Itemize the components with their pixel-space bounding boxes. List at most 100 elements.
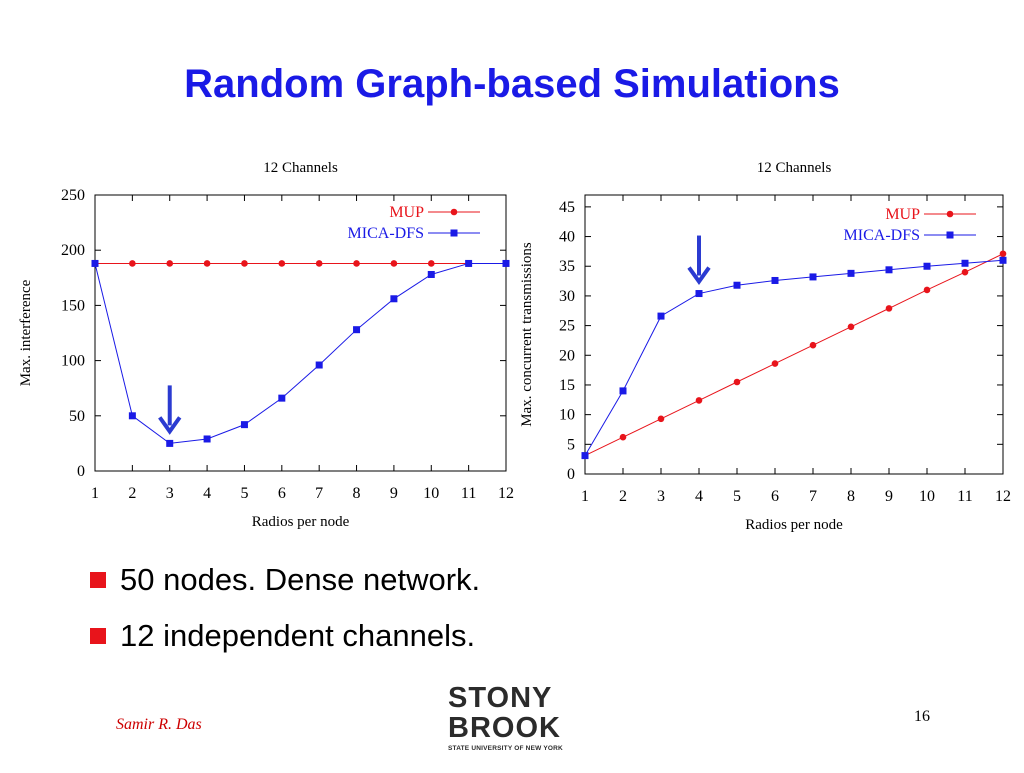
- data-point-mup: [923, 286, 931, 294]
- legend-label: MUP: [389, 204, 424, 221]
- annotation-arrow-icon: [687, 266, 711, 285]
- data-point-mica-dfs: [315, 361, 323, 369]
- x-tick-label: 11: [461, 485, 476, 502]
- chart-title: 12 Channels: [263, 160, 338, 176]
- x-tick-label: 11: [957, 488, 972, 505]
- y-tick-label: 35: [559, 258, 575, 275]
- y-tick-label: 50: [69, 408, 85, 425]
- y-tick-label: 0: [567, 466, 575, 483]
- y-tick-label: 20: [559, 347, 575, 364]
- data-point-mup: [999, 250, 1007, 258]
- x-tick-label: 12: [995, 488, 1011, 505]
- bullet-marker-icon: [90, 572, 106, 588]
- chart-title: 12 Channels: [757, 160, 832, 176]
- plot-frame: [94, 194, 507, 472]
- data-point-mup: [581, 452, 589, 459]
- x-tick-label: 6: [278, 485, 286, 502]
- x-tick-label: 10: [423, 485, 439, 502]
- x-axis-label: Radios per node: [745, 517, 843, 533]
- legend-marker: [946, 231, 954, 239]
- data-point-mica-dfs: [695, 290, 703, 298]
- legend-label: MUP: [885, 206, 920, 223]
- data-point-mica-dfs: [203, 435, 211, 443]
- data-point-mica-dfs: [809, 273, 817, 281]
- data-point-mup: [203, 260, 211, 267]
- x-tick-label: 8: [353, 485, 361, 502]
- y-tick-label: 150: [61, 297, 85, 314]
- data-point-mup: [619, 433, 627, 441]
- data-point-mica-dfs: [619, 387, 627, 395]
- data-point-mica-dfs: [91, 259, 99, 267]
- x-tick-label: 2: [128, 485, 136, 502]
- data-point-mica-dfs: [771, 276, 779, 284]
- bullet-marker-icon: [90, 628, 106, 644]
- x-tick-label: 5: [733, 488, 741, 505]
- data-point-mup: [885, 305, 893, 312]
- data-point-mup: [427, 260, 435, 267]
- series-line-mica-dfs: [584, 259, 1004, 456]
- data-point-mica-dfs: [923, 262, 931, 270]
- x-tick-label: 8: [847, 488, 855, 505]
- bullet-text: 12 independent channels.: [120, 618, 476, 653]
- data-point-mica-dfs: [733, 281, 741, 289]
- legend-marker: [450, 229, 458, 237]
- data-point-mup: [502, 260, 510, 267]
- data-point-mica-dfs: [847, 269, 855, 277]
- y-tick-label: 45: [559, 199, 575, 216]
- data-point-mup: [733, 378, 741, 386]
- x-tick-label: 4: [695, 488, 703, 505]
- y-tick-label: 5: [567, 436, 575, 453]
- stony-brook-logo: STONY BROOK STATE UNIVERSITY OF NEW YORK: [448, 683, 564, 755]
- legend-marker: [946, 210, 954, 218]
- y-tick-label: 100: [61, 353, 85, 370]
- y-tick-label: 30: [559, 288, 575, 305]
- data-point-mup: [129, 260, 136, 267]
- y-tick-label: 0: [77, 463, 85, 480]
- bullet-item: 12 independent channels.: [90, 608, 480, 664]
- series-line-mica-dfs: [94, 262, 506, 444]
- data-point-mica-dfs: [502, 259, 510, 267]
- data-point-mica-dfs: [353, 326, 361, 334]
- data-point-mica-dfs: [465, 259, 473, 267]
- data-point-mup: [961, 268, 969, 276]
- data-point-mup: [241, 260, 248, 267]
- x-tick-label: 3: [657, 488, 665, 505]
- bullet-item: 50 nodes. Dense network.: [90, 552, 480, 608]
- logo-line-3: STATE UNIVERSITY OF NEW YORK: [448, 745, 563, 752]
- data-point-mica-dfs: [278, 394, 286, 402]
- data-point-mica-dfs: [961, 259, 969, 267]
- y-axis-label: Max. interference: [18, 279, 34, 386]
- logo-line-2: BROOK: [448, 712, 561, 744]
- data-point-mica-dfs: [240, 421, 248, 429]
- slide-title: Random Graph-based Simulations: [184, 62, 840, 106]
- x-tick-label: 1: [91, 485, 99, 502]
- data-point-mica-dfs: [166, 439, 174, 447]
- x-tick-label: 9: [390, 485, 398, 502]
- data-point-mup: [771, 360, 779, 367]
- page-number: 16: [914, 708, 930, 725]
- data-point-mup: [847, 323, 855, 331]
- x-tick-label: 7: [809, 488, 817, 505]
- data-point-mup: [657, 415, 665, 423]
- x-tick-label: 9: [885, 488, 893, 505]
- data-point-mup: [315, 260, 323, 267]
- data-point-mica-dfs: [581, 452, 589, 460]
- legend-label: MICA-DFS: [348, 225, 424, 242]
- data-point-mup: [278, 260, 286, 267]
- data-point-mica-dfs: [999, 256, 1007, 264]
- y-tick-label: 250: [61, 187, 85, 204]
- x-axis-label: Radios per node: [252, 514, 350, 530]
- data-point-mica-dfs: [885, 266, 893, 274]
- data-point-mup: [91, 260, 99, 267]
- y-tick-label: 25: [559, 318, 575, 335]
- x-tick-label: 10: [919, 488, 935, 505]
- x-tick-label: 12: [498, 485, 514, 502]
- y-tick-label: 10: [559, 407, 575, 424]
- bullet-text: 50 nodes. Dense network.: [120, 562, 481, 597]
- x-tick-label: 6: [771, 488, 779, 505]
- y-tick-label: 200: [61, 242, 85, 259]
- data-point-mup: [695, 397, 703, 404]
- bullet-list: 50 nodes. Dense network. 12 independent …: [90, 552, 480, 664]
- legend-label: MICA-DFS: [844, 227, 920, 244]
- author-name: Samir R. Das: [116, 716, 202, 733]
